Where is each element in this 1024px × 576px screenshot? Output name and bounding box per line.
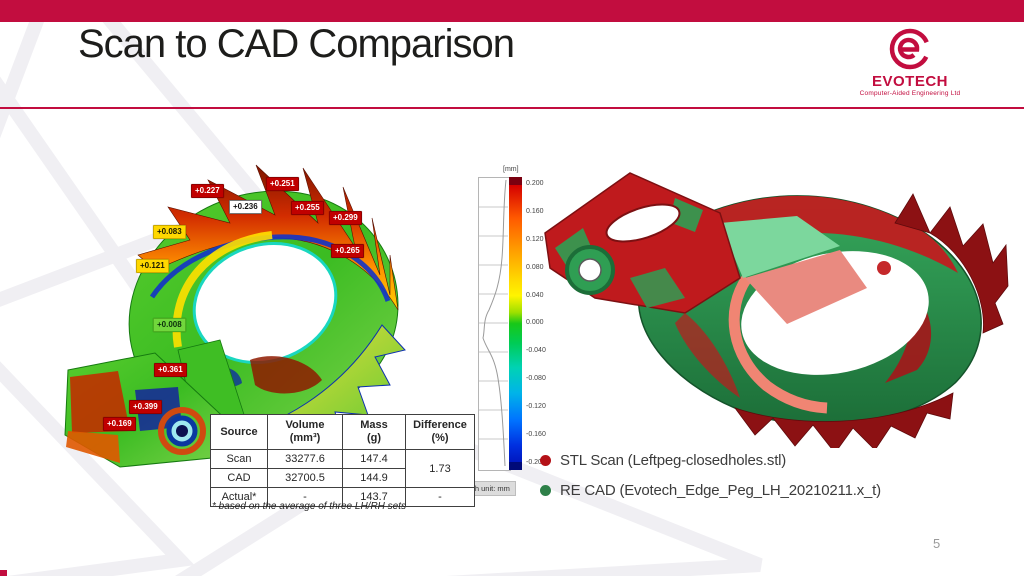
- logo-subtitle: Computer-Aided Engineering Ltd: [859, 90, 961, 97]
- scale-tick: 0.200: [526, 180, 544, 187]
- scale-tick-labels: 0.200 0.160 0.120 0.080 0.040 0.000 -0.040 -0.0…: [526, 180, 546, 467]
- deviation-label: +0.251: [266, 177, 299, 191]
- table-header-row: Source Volume (mm³) Mass (g) Difference (%): [210, 414, 475, 450]
- scale-overrange-cap: [509, 177, 522, 185]
- table-row-actual: Actual* - 143.7 -: [210, 487, 475, 507]
- scale-tick: -0.200: [526, 458, 546, 466]
- legend-color-dot-icon: [540, 485, 551, 496]
- deviation-label: +0.083: [153, 225, 186, 239]
- scale-tick: -0.080: [526, 375, 546, 383]
- header-mass: Mass (g): [342, 414, 406, 450]
- deviation-label: +0.299: [329, 211, 362, 225]
- title-divider-line: [0, 107, 1024, 109]
- overlay-figure: [535, 128, 1010, 454]
- table-footnote: * based on the average of three LH/RH se…: [212, 501, 407, 512]
- evotech-logo: EVOTECH Computer-Aided Engineering Ltd: [852, 26, 968, 97]
- deviation-label: +0.236: [229, 200, 262, 214]
- evotech-logo-icon: [889, 28, 931, 70]
- scale-tick: 0.040: [526, 291, 544, 299]
- page-number: 5: [933, 536, 941, 551]
- deviation-label: +0.121: [136, 259, 169, 273]
- deviation-label: +0.169: [103, 417, 136, 431]
- comparison-table: Source Volume (mm³) Mass (g) Difference (%)…: [210, 414, 475, 507]
- overlay-legend: STL Scan (Leftpeg-closedholes.stl) RE CA…: [540, 452, 881, 499]
- deviation-label: +0.265: [331, 244, 364, 258]
- header-volume: Volume (mm³): [267, 414, 343, 450]
- scale-underrange-cap: [509, 462, 522, 470]
- top-accent-bar: [0, 0, 1024, 22]
- cell-scan-cad-difference: 1.73: [405, 449, 475, 488]
- legend-label: RE CAD (Evotech_Edge_Peg_LH_20210211.x_t…: [560, 482, 881, 499]
- scale-unit-label: [mm]: [503, 166, 519, 173]
- scale-histogram-box: [478, 177, 511, 471]
- page-title: Scan to CAD Comparison: [78, 22, 515, 66]
- legend-item: RE CAD (Evotech_Edge_Peg_LH_20210211.x_t…: [540, 482, 881, 499]
- legend-label: STL Scan (Leftpeg-closedholes.stl): [560, 452, 787, 469]
- corner-accent-chip: [0, 570, 7, 576]
- deviation-label: +0.399: [129, 400, 162, 414]
- header-difference: Difference (%): [405, 414, 475, 450]
- deviation-label: +0.255: [291, 201, 324, 215]
- table-row-cad: CAD 32700.5 144.9: [210, 468, 475, 488]
- table-row-scan: Scan 33277.6 147.4 1.73: [210, 449, 475, 488]
- header-source: Source: [210, 414, 268, 450]
- deviation-label: +0.008: [153, 318, 186, 332]
- scale-tick: -0.040: [526, 347, 546, 355]
- scale-tick: -0.120: [526, 403, 546, 411]
- legend-color-dot-icon: [540, 455, 551, 466]
- logo-name: EVOTECH: [871, 73, 948, 90]
- scale-tick: 0.120: [526, 235, 544, 243]
- scale-tick: 0.160: [526, 207, 544, 215]
- scale-tick: -0.160: [526, 431, 546, 439]
- stl-cad-overlay-image: [544, 172, 1009, 454]
- scale-gradient-bar: [509, 185, 522, 462]
- deviation-label: +0.227: [191, 184, 224, 198]
- scale-tick: 0.080: [526, 263, 544, 271]
- deviation-label: +0.361: [154, 363, 187, 377]
- scale-tick: 0.000: [526, 319, 544, 327]
- legend-item: STL Scan (Leftpeg-closedholes.stl): [540, 452, 881, 469]
